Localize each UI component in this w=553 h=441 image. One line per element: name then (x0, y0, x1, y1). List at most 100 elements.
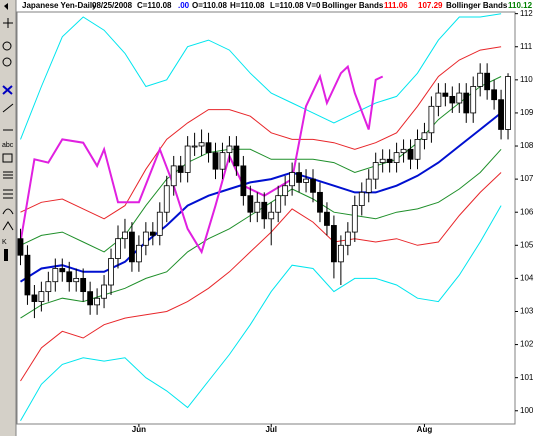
candle-body (386, 158, 393, 163)
tool-arc[interactable] (2, 208, 14, 215)
tool-candle[interactable] (4, 249, 8, 261)
candle-body (372, 162, 379, 180)
candle-body (505, 76, 511, 130)
header-text: .00 (178, 1, 190, 10)
candle-body (233, 145, 240, 167)
candle-body (135, 244, 142, 263)
y-tick-label: 110 (520, 75, 533, 84)
tool-crosshair[interactable] (3, 18, 13, 28)
candle-body (484, 72, 491, 91)
header-text: V=0 (306, 1, 321, 10)
candle-body (115, 238, 121, 259)
candle-body (303, 178, 309, 183)
candle-body (268, 211, 275, 220)
header-text: 110.12 (508, 1, 533, 10)
candle-body (351, 205, 358, 233)
candle-body (156, 211, 163, 236)
toolbar-bg (0, 0, 16, 436)
candle-body (52, 268, 59, 283)
candle-body (477, 72, 484, 87)
candle-body (45, 281, 52, 293)
y-tick-label: 101 (520, 373, 534, 382)
candle-body (289, 172, 296, 187)
x-tick-label: Jul (265, 425, 277, 434)
y-tick-label: 112 (520, 9, 533, 18)
candle-body (80, 277, 87, 293)
y-tick-label: 105 (520, 240, 534, 249)
candle-body (296, 172, 302, 183)
tool-line[interactable] (2, 103, 14, 113)
candle-body (17, 238, 24, 256)
indicator-line (20, 172, 502, 382)
candle-body (122, 231, 128, 240)
candle-body (400, 148, 407, 154)
candle-body (282, 185, 289, 197)
tool-zoom-in[interactable] (2, 41, 12, 51)
tool-zoom-out[interactable] (2, 57, 12, 67)
header-text: 107.29 (418, 1, 443, 10)
candle-body (212, 152, 219, 170)
candle-body (358, 191, 365, 206)
header-text: Bollinger Bands (322, 1, 384, 10)
candle-body (205, 142, 212, 154)
candle-body (184, 145, 191, 173)
candle-body (24, 254, 31, 296)
header-text: H=110.08 (230, 1, 265, 10)
tool-fib[interactable] (3, 171, 13, 179)
candle-body (101, 284, 107, 299)
tool-fan[interactable] (2, 221, 14, 231)
indicator-line (19, 112, 502, 283)
candle-body (379, 158, 386, 163)
candle-body (108, 258, 114, 286)
candle-body (198, 142, 205, 147)
y-tick-label: 104 (520, 274, 534, 283)
candle-body (59, 268, 66, 273)
tool-label[interactable]: K (2, 239, 7, 246)
candle-body (31, 294, 38, 302)
tool-delete[interactable] (2, 85, 13, 95)
y-tick-label: 102 (520, 340, 534, 349)
candle-body (142, 231, 149, 246)
candle-body (421, 132, 428, 140)
toolbar: abc K (0, 0, 17, 436)
candle-body (261, 201, 268, 220)
x-tick-label: Jun (132, 425, 146, 434)
tool-rect[interactable] (2, 153, 13, 163)
header-text: 111.06 (384, 1, 408, 10)
candle-body (337, 244, 344, 263)
y-tick-label: 103 (520, 307, 534, 316)
candle-body (470, 86, 477, 114)
candle-body (163, 185, 170, 213)
candle-body (463, 92, 470, 114)
y-tick-label: 106 (520, 207, 534, 216)
candle-body (38, 291, 45, 302)
header-text: Bollinger Bands (446, 1, 508, 10)
candle-body (344, 231, 351, 246)
indicator-line (20, 46, 502, 220)
candle-body (66, 271, 73, 283)
y-tick-label: 108 (520, 141, 534, 150)
candle-body (428, 105, 435, 134)
candle-body (435, 92, 442, 107)
tool-pointer[interactable] (4, 3, 8, 10)
candle-body (254, 201, 261, 213)
indicator-line (20, 13, 502, 140)
tool-text[interactable]: abc (2, 142, 14, 149)
candle-body (247, 195, 254, 213)
candle-body (87, 291, 94, 306)
candle-body (275, 195, 282, 213)
candle-body (407, 148, 414, 160)
y-tick-label: 111 (520, 42, 533, 51)
indicator-line (19, 64, 384, 255)
y-tick-label: 109 (520, 108, 534, 117)
candle-body (170, 165, 177, 187)
header-text: L=110.08 (270, 1, 304, 10)
candle-body (393, 152, 400, 163)
candle-body (177, 165, 184, 173)
candle-body (310, 178, 316, 193)
tool-channel[interactable] (3, 189, 13, 199)
candle-body (129, 231, 135, 263)
